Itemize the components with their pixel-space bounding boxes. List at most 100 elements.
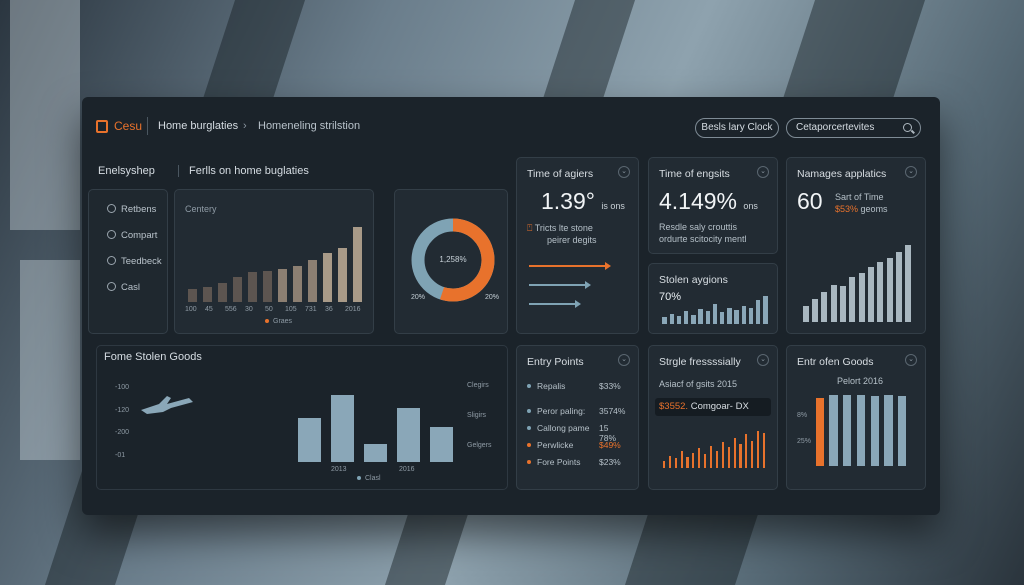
- logo-icon: [96, 120, 108, 133]
- info-icon: ⍞: [527, 223, 535, 233]
- entry-goods-card: Entr ofen Goods ⌄ Pelort 2016 8% 25%: [786, 345, 926, 490]
- stolen-goods-bar-chart: [293, 388, 458, 462]
- card-title: Entr ofen Goods: [797, 356, 874, 368]
- card-title: Time of agiers: [527, 168, 594, 180]
- card-subtitle: Pelort 2016: [837, 376, 884, 386]
- row-value: 3574%: [599, 406, 626, 416]
- nav-label: Casl: [121, 282, 141, 293]
- chart-bar: [757, 430, 760, 468]
- chart-bar: [686, 456, 689, 468]
- chart-bar: [710, 445, 713, 468]
- y-tick: -100: [115, 384, 130, 391]
- chart-bar: [763, 296, 768, 324]
- clock-button[interactable]: Besls lary Clock: [695, 118, 779, 138]
- chart-bar: [748, 307, 754, 324]
- chart-bar: [898, 395, 907, 466]
- chart-bar: [248, 272, 257, 302]
- breadcrumb-home[interactable]: Home burglaties: [158, 120, 239, 132]
- chart-bar: [856, 394, 866, 466]
- x-tick: 556: [225, 306, 237, 313]
- chevron-down-icon[interactable]: ⌄: [618, 166, 630, 178]
- nav-item-retbens[interactable]: Retbens: [107, 204, 156, 215]
- overview-title: Ferlls on home buglaties: [178, 165, 309, 177]
- time-engsits-card: Time of engsits ⌄ 4.149% ons Resdle saly…: [648, 157, 778, 254]
- donut-card: 1,258% 20% 20%: [394, 189, 508, 334]
- metric-sub: Sart of Time $53% geoms: [835, 191, 888, 215]
- chart-bar: [815, 397, 824, 466]
- breadcrumb-current[interactable]: Homeneling strilstion: [258, 120, 361, 132]
- chart-bar: [698, 309, 703, 324]
- x-tick: 105: [285, 306, 297, 313]
- row-dot: [527, 409, 531, 413]
- stolen-goods-title: Fome Stolen Goods: [104, 351, 202, 363]
- top-bar: Cesu Home burglaties › Homeneling strils…: [82, 97, 940, 157]
- chart-bar: [278, 269, 287, 302]
- strgle-card: Strgle fressssially ⌄ Asiacf of gsits 20…: [648, 345, 778, 490]
- x-tick: 2016: [399, 466, 415, 473]
- row-value: 15 78%: [599, 423, 617, 443]
- chart-bar: [669, 313, 674, 324]
- chevron-down-icon[interactable]: ⌄: [618, 354, 630, 366]
- row-value: $23%: [599, 457, 621, 467]
- feedback-icon: [107, 256, 116, 265]
- chart-bar: [330, 395, 355, 462]
- chevron-down-icon[interactable]: ⌄: [757, 354, 769, 366]
- chart-bar: [338, 248, 347, 302]
- x-tick: 36: [325, 306, 333, 313]
- chevron-down-icon[interactable]: ⌄: [757, 166, 769, 178]
- search-value: Cetaporcertevites: [796, 122, 875, 133]
- nav-item-casl[interactable]: Casl: [107, 282, 140, 293]
- legend-swatch: [357, 476, 361, 480]
- row-label: Perwlicke: [537, 440, 574, 450]
- chevron-down-icon[interactable]: ⌄: [905, 166, 917, 178]
- donut-slice-orange: [411, 218, 495, 302]
- chevron-down-icon[interactable]: ⌄: [905, 354, 917, 366]
- sub-line-2: geoms: [860, 204, 888, 214]
- chart-bar: [884, 394, 893, 466]
- search-input[interactable]: Cetaporcertevites: [786, 118, 921, 138]
- arrow-line-blue: [529, 300, 581, 308]
- row-dot: [527, 426, 531, 430]
- chart-bar: [720, 312, 725, 324]
- chart-bar: [429, 426, 454, 462]
- card-title: Stolen aygions: [659, 274, 728, 286]
- metric-sub: Resdle saly crouttis ordurte scitocity me…: [659, 221, 747, 245]
- chart-bar: [756, 299, 761, 324]
- nav-item-compart[interactable]: Compart: [107, 230, 157, 241]
- divider: [147, 117, 148, 135]
- x-axis-ticks: 100 45 556 30 50 105 731 36 2016: [185, 306, 365, 316]
- row-label: Peror paling:: [537, 406, 586, 416]
- chart-bar: [895, 252, 903, 322]
- x-tick: 100: [185, 306, 197, 313]
- y-tick: 8%: [797, 412, 808, 419]
- chart-bar: [821, 291, 828, 322]
- sidebar-title: Enelsyshep: [98, 165, 155, 177]
- y-tick: Sligirs: [467, 412, 487, 419]
- overview-chart-card: Centery 100 45 556 30 50 105 731 36 2016 Graes: [174, 189, 374, 334]
- badge-value: $3552.: [659, 401, 689, 412]
- donut-left-label: 20%: [411, 294, 426, 301]
- right-axis-labels: Clegirs Sligirs Gelgers: [467, 382, 507, 472]
- badge-label: Comgoar- DX: [690, 401, 749, 412]
- donut-chart: [411, 218, 495, 302]
- metric-value: 4.149% ons: [659, 188, 758, 215]
- sub-line-2: ordurte scitocity mentl: [659, 234, 747, 244]
- y-tick: -01: [115, 451, 126, 459]
- metric-number: 4.149%: [659, 188, 738, 214]
- face-icon: [107, 204, 116, 213]
- sub-line-1: Resdle saly crouttis: [659, 222, 738, 232]
- donut-center-label: 1,258%: [439, 255, 467, 264]
- x-tick: 2013: [331, 466, 347, 473]
- nav-item-teedbeck[interactable]: Teedbeck: [107, 256, 162, 267]
- chart-bar: [363, 443, 388, 462]
- card-title: Strgle fressssially: [659, 356, 741, 368]
- cash-icon: [107, 282, 116, 291]
- chart-bar: [751, 440, 754, 468]
- card-title: Namages applatics: [797, 168, 887, 180]
- chart-bar: [849, 276, 856, 322]
- y-tick: Clegirs: [467, 382, 489, 389]
- chart-bar: [684, 311, 689, 324]
- legend-swatch: [265, 319, 269, 323]
- metric-unit: is ons: [601, 201, 625, 211]
- y-tick: 25%: [797, 438, 812, 445]
